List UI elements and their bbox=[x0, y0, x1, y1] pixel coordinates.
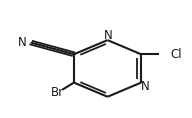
Text: N: N bbox=[18, 36, 27, 49]
Text: Cl: Cl bbox=[170, 48, 182, 61]
Text: N: N bbox=[141, 80, 149, 93]
Text: Br: Br bbox=[51, 86, 64, 99]
Text: N: N bbox=[104, 29, 113, 42]
